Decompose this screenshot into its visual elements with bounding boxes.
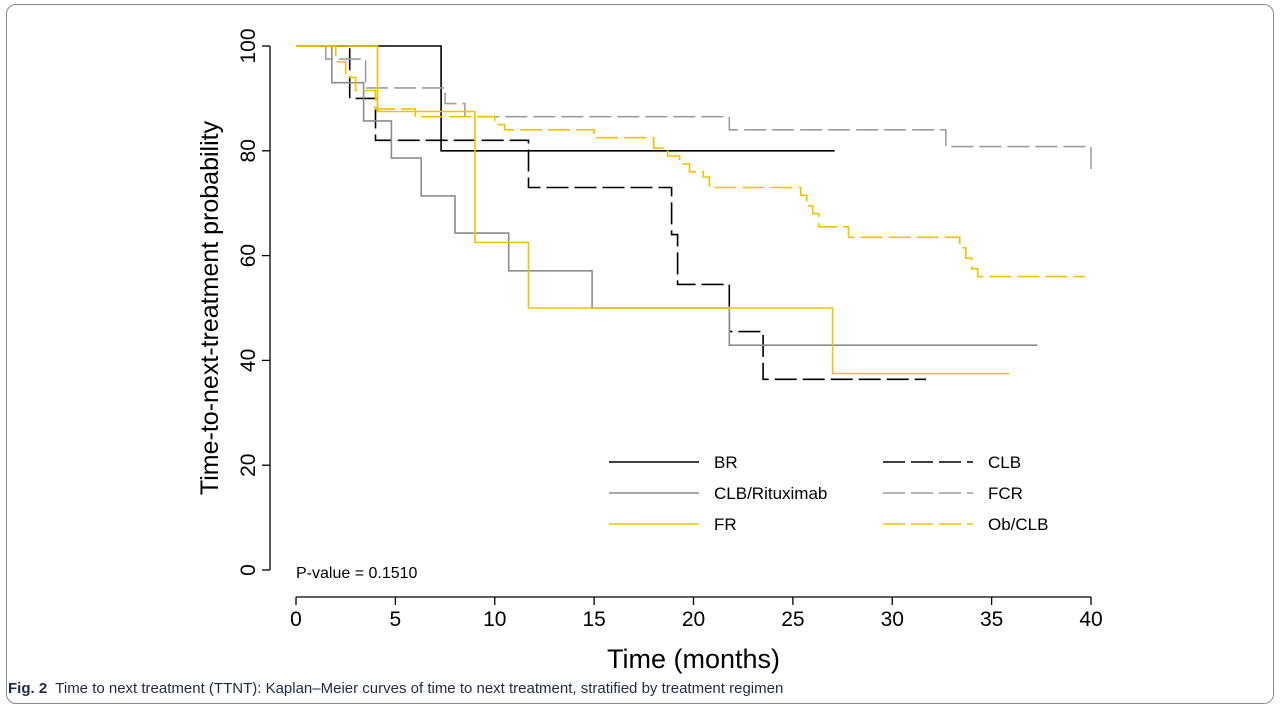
series-line-ob-clb: [296, 45, 1085, 278]
p-value-annotation: P-value = 0.1510: [296, 565, 418, 582]
x-tick-label: 30: [881, 608, 904, 631]
legend-label: FCR: [988, 484, 1023, 503]
x-axis-label: Time (months): [607, 644, 780, 674]
series-line-clb-rituximab: [296, 45, 1038, 346]
chart-axes: 0 20 40 60 80 100 0 5 10 15 20 25 30 35 40: [237, 28, 1103, 631]
y-tick-label: 60: [237, 244, 260, 267]
legend-label: CLB/Rituximab: [714, 484, 827, 503]
y-axis-label: Time-to-next-treatment probability: [196, 120, 224, 495]
series-layer: [296, 45, 1092, 381]
figure-frame: [6, 4, 1274, 704]
series-line-clb: [296, 45, 926, 381]
caption-text: Time to next treatment (TTNT): Kaplan–Me…: [55, 680, 784, 697]
series-line-fr: [296, 45, 1010, 375]
x-tick-label: 20: [682, 608, 705, 631]
x-tick-label: 25: [781, 608, 804, 631]
legend-label: BR: [714, 453, 738, 472]
y-tick-label: 0: [237, 564, 260, 576]
legend: BR CLB CLB/Rituximab FCR FR Ob/CLB: [609, 453, 1048, 534]
caption-label: Fig. 2: [8, 680, 48, 697]
x-tick-label: 5: [390, 608, 402, 631]
legend-label: Ob/CLB: [988, 515, 1048, 534]
x-tick-label: 40: [1079, 608, 1102, 631]
y-tick-label: 100: [237, 28, 260, 63]
x-tick-label: 35: [980, 608, 1003, 631]
series-line-fcr: [296, 45, 1092, 172]
y-tick-label: 80: [237, 139, 260, 162]
x-tick-label: 10: [483, 608, 506, 631]
y-tick-label: 40: [237, 349, 260, 372]
x-tick-label: 0: [290, 608, 302, 631]
figure-caption: Fig. 2 Time to next treatment (TTNT): Ka…: [8, 680, 783, 697]
y-tick-label: 20: [237, 454, 260, 477]
legend-label: FR: [714, 515, 737, 534]
x-tick-label: 15: [582, 608, 605, 631]
legend-label: CLB: [988, 453, 1021, 472]
